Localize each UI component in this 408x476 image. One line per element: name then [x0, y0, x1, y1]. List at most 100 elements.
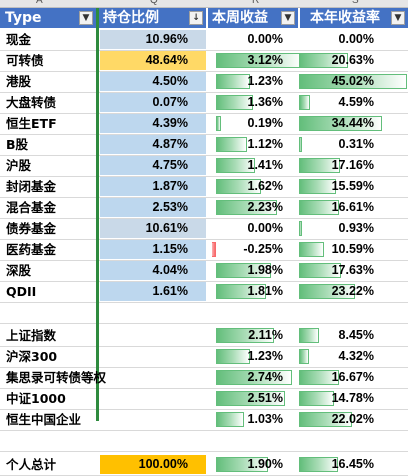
- type-cell[interactable]: 混合基金: [6, 198, 96, 217]
- year-return-cell[interactable]: 17.63%: [299, 261, 408, 280]
- holding-cell[interactable]: 4.04%: [100, 261, 206, 280]
- type-cell[interactable]: 集思录可转债等权: [6, 368, 156, 387]
- year-return-cell[interactable]: 4.59%: [299, 93, 408, 112]
- week-data-bar: [212, 242, 216, 257]
- type-cell[interactable]: 债券基金: [6, 219, 96, 238]
- week-return-cell[interactable]: 2.11%: [212, 326, 299, 345]
- week-return-value: 2.51%: [247, 391, 283, 405]
- type-cell[interactable]: 可转债: [6, 51, 96, 70]
- row-gridline: [0, 260, 408, 261]
- type-cell[interactable]: B股: [6, 135, 96, 154]
- holding-cell[interactable]: 100.00%: [100, 455, 206, 474]
- year-return-cell[interactable]: 45.02%: [299, 72, 408, 91]
- filter-dropdown-icon[interactable]: ▼: [281, 11, 295, 25]
- year-return-cell[interactable]: 23.22%: [299, 282, 408, 301]
- year-return-value: 34.44%: [331, 116, 374, 130]
- type-label: 封闭基金: [6, 179, 57, 194]
- type-cell[interactable]: 上证指数: [6, 326, 156, 345]
- holding-cell[interactable]: 4.39%: [100, 114, 206, 133]
- type-label: 债券基金: [6, 221, 57, 236]
- filter-dropdown-icon[interactable]: ▼: [391, 11, 405, 25]
- year-return-cell[interactable]: 0.00%: [299, 30, 408, 49]
- week-return-cell[interactable]: 1.98%: [212, 261, 299, 280]
- holding-cell[interactable]: 4.75%: [100, 156, 206, 175]
- type-cell[interactable]: 现金: [6, 30, 96, 49]
- holding-cell[interactable]: 48.64%: [100, 51, 206, 70]
- week-return-cell[interactable]: 2.51%: [212, 389, 299, 408]
- week-return-cell[interactable]: 1.23%: [212, 72, 299, 91]
- year-return-value: 16.45%: [331, 457, 374, 471]
- year-return-cell[interactable]: 20.63%: [299, 51, 408, 70]
- year-return-cell[interactable]: 0.93%: [299, 219, 408, 238]
- type-cell[interactable]: 封闭基金: [6, 177, 96, 196]
- year-return-cell[interactable]: 8.45%: [299, 326, 408, 345]
- column-letter-a[interactable]: A: [36, 0, 43, 6]
- type-cell[interactable]: 恒生中国企业: [6, 410, 156, 429]
- holding-value: 10.61%: [145, 221, 188, 235]
- year-return-value: 14.78%: [331, 391, 374, 405]
- type-cell[interactable]: 大盘转债: [6, 93, 96, 112]
- week-return-cell[interactable]: 1.62%: [212, 177, 299, 196]
- year-return-cell[interactable]: 15.59%: [299, 177, 408, 196]
- holding-cell[interactable]: 10.96%: [100, 30, 206, 49]
- holding-cell[interactable]: 1.61%: [100, 282, 206, 301]
- week-return-cell[interactable]: 1.81%: [212, 282, 299, 301]
- week-return-cell[interactable]: 1.03%: [212, 410, 299, 429]
- header-holding-ratio[interactable]: 持仓比例 ↓: [99, 8, 206, 28]
- holding-cell[interactable]: 2.53%: [100, 198, 206, 217]
- type-cell[interactable]: 沪股: [6, 156, 96, 175]
- holding-cell[interactable]: 4.87%: [100, 135, 206, 154]
- column-letter-s[interactable]: S: [352, 0, 359, 6]
- sort-desc-icon[interactable]: ↓: [189, 11, 203, 25]
- header-week-return[interactable]: 本周收益 ▼: [208, 8, 298, 28]
- header-year-return[interactable]: 本年收益率 ▼: [300, 8, 408, 28]
- type-label: 现金: [6, 32, 32, 47]
- header-type[interactable]: Type ▼: [0, 8, 96, 28]
- holding-cell[interactable]: 0.07%: [100, 93, 206, 112]
- year-return-value: 0.93%: [338, 221, 374, 235]
- week-return-cell[interactable]: 2.23%: [212, 198, 299, 217]
- column-letter-r[interactable]: R: [252, 0, 260, 6]
- holding-cell[interactable]: 1.15%: [100, 240, 206, 259]
- holding-cell[interactable]: 1.87%: [100, 177, 206, 196]
- year-return-cell[interactable]: 10.59%: [299, 240, 408, 259]
- type-cell[interactable]: 沪深300: [6, 347, 156, 366]
- year-return-cell[interactable]: 16.61%: [299, 198, 408, 217]
- week-return-cell[interactable]: 0.00%: [212, 30, 299, 49]
- type-cell[interactable]: QDII: [6, 282, 96, 301]
- holding-value: 1.15%: [152, 242, 188, 256]
- year-return-cell[interactable]: 4.32%: [299, 347, 408, 366]
- holding-value: 4.75%: [152, 158, 188, 172]
- week-return-cell[interactable]: 0.19%: [212, 114, 299, 133]
- week-return-cell[interactable]: 1.23%: [212, 347, 299, 366]
- holding-cell[interactable]: 4.50%: [100, 72, 206, 91]
- year-return-cell[interactable]: 22.02%: [299, 410, 408, 429]
- week-return-cell[interactable]: 1.41%: [212, 156, 299, 175]
- holding-cell[interactable]: 10.61%: [100, 219, 206, 238]
- type-cell[interactable]: 医药基金: [6, 240, 96, 259]
- type-cell[interactable]: 恒生ETF: [6, 114, 96, 133]
- week-return-cell[interactable]: -0.25%: [212, 240, 299, 259]
- year-return-cell[interactable]: 0.31%: [299, 135, 408, 154]
- week-return-cell[interactable]: 1.36%: [212, 93, 299, 112]
- type-cell[interactable]: 港股: [6, 72, 96, 91]
- year-return-cell[interactable]: 34.44%: [299, 114, 408, 133]
- year-return-value: 22.02%: [331, 412, 374, 426]
- column-letter-q[interactable]: Q: [150, 0, 158, 6]
- week-return-cell[interactable]: 3.12%: [212, 51, 299, 70]
- week-return-cell[interactable]: 0.00%: [212, 219, 299, 238]
- year-return-cell[interactable]: 16.67%: [299, 368, 408, 387]
- week-return-value: 3.12%: [247, 53, 283, 67]
- year-return-cell[interactable]: 17.16%: [299, 156, 408, 175]
- year-return-cell[interactable]: 14.78%: [299, 389, 408, 408]
- week-return-cell[interactable]: 2.74%: [212, 368, 299, 387]
- filter-dropdown-icon[interactable]: ▼: [79, 11, 93, 25]
- week-return-value: 1.98%: [247, 263, 283, 277]
- week-return-cell[interactable]: 1.12%: [212, 135, 299, 154]
- type-cell[interactable]: 深股: [6, 261, 96, 280]
- row-gridline: [0, 346, 408, 347]
- year-return-cell[interactable]: 16.45%: [299, 455, 408, 474]
- type-cell[interactable]: 个人总计: [6, 455, 96, 474]
- week-return-cell[interactable]: 1.90%: [212, 455, 299, 474]
- type-cell[interactable]: 中证1000: [6, 389, 156, 408]
